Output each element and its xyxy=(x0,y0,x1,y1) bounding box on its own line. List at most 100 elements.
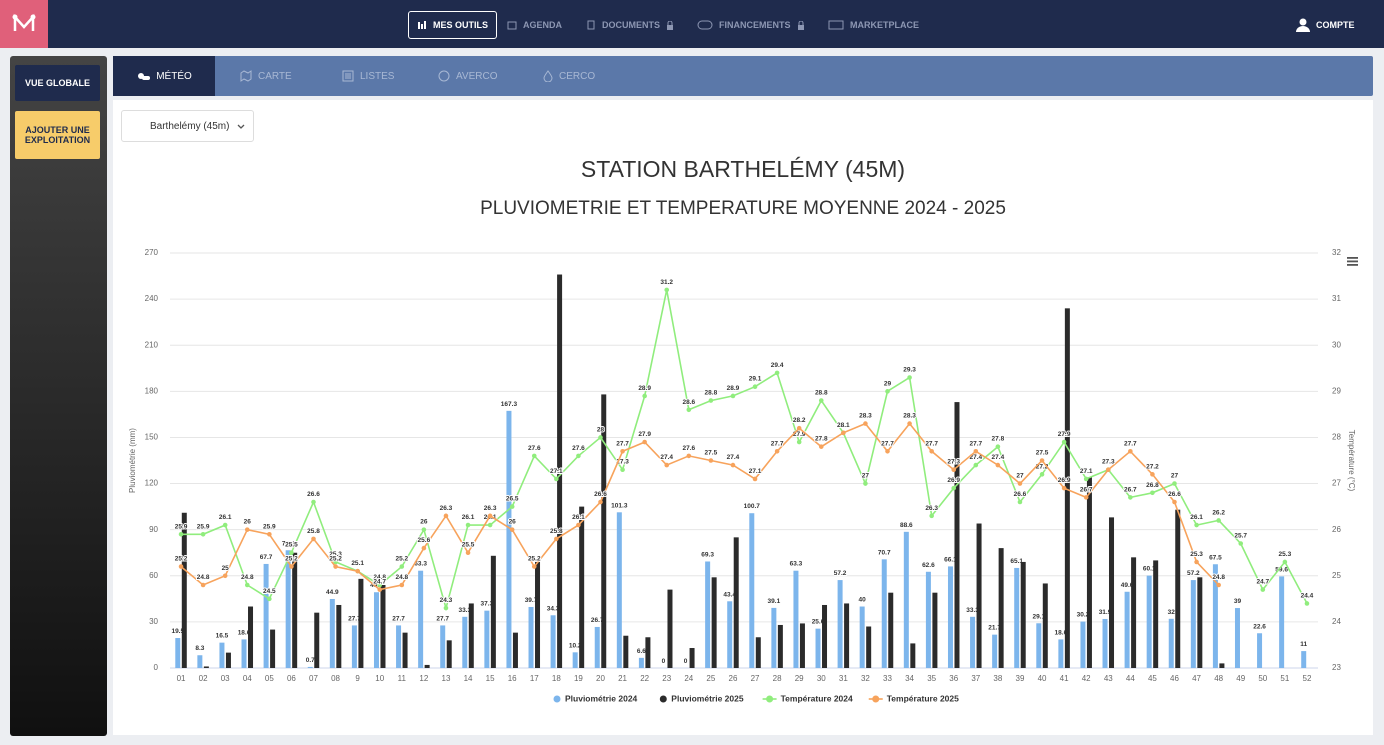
data-label: 30.2 xyxy=(1077,612,1090,619)
data-label: 27.7 xyxy=(771,440,784,447)
point xyxy=(885,448,890,454)
data-label: 88.6 xyxy=(900,522,913,529)
y2-tick-label: 24 xyxy=(1332,617,1341,626)
bar xyxy=(815,628,821,668)
data-label: 28.2 xyxy=(793,417,806,424)
data-label: 26.6 xyxy=(594,491,607,498)
bar xyxy=(1064,308,1070,668)
data-label: 69.3 xyxy=(701,551,714,558)
point xyxy=(973,462,979,468)
x-tick-label: 50 xyxy=(1258,674,1267,683)
data-label: 27.3 xyxy=(947,459,960,466)
nav-item[interactable]: MES OUTILS xyxy=(408,11,498,39)
point xyxy=(1216,582,1221,588)
data-label: 28.6 xyxy=(682,399,695,406)
x-tick-label: 30 xyxy=(817,674,826,683)
point xyxy=(841,430,846,436)
point xyxy=(620,448,625,454)
data-label: 31.9 xyxy=(1099,609,1112,616)
data-label: 63.3 xyxy=(414,561,427,568)
bar xyxy=(490,555,496,668)
data-label: 26.6 xyxy=(1168,491,1181,498)
x-tick-label: 19 xyxy=(574,674,583,683)
x-tick-label: 01 xyxy=(177,674,186,683)
bar xyxy=(771,607,777,668)
data-label: 49.3 xyxy=(370,582,383,589)
account[interactable]: COMPTE xyxy=(1296,12,1355,38)
legend-item[interactable]: Pluviométrie 2024 xyxy=(553,693,638,703)
data-label: 19.5 xyxy=(171,628,184,635)
data-label: 26 xyxy=(244,519,252,526)
logo[interactable] xyxy=(0,0,48,48)
point xyxy=(907,421,912,426)
legend-item[interactable]: Pluviométrie 2025 xyxy=(659,693,744,703)
bar xyxy=(528,606,534,668)
point xyxy=(509,504,515,509)
data-label: 25.2 xyxy=(285,556,298,563)
x-tick-label: 47 xyxy=(1192,674,1201,683)
x-tick-label: 22 xyxy=(640,674,649,683)
legend-item[interactable]: Température 2024 xyxy=(762,693,853,703)
data-label: 25.8 xyxy=(550,528,563,535)
data-label: 39.1 xyxy=(768,598,781,605)
tab[interactable]: AVERCO xyxy=(438,56,498,96)
nav-item[interactable]: AGENDA xyxy=(507,12,562,38)
point xyxy=(487,522,493,528)
point xyxy=(377,587,383,592)
bar xyxy=(484,610,490,668)
nav-item[interactable]: DOCUMENTS xyxy=(586,12,674,38)
bar xyxy=(1219,663,1225,668)
tab-label: CARTE xyxy=(258,70,292,82)
tab[interactable]: CERCO xyxy=(543,56,595,96)
point xyxy=(774,448,780,454)
legend-item[interactable]: Température 2025 xyxy=(868,693,959,703)
point xyxy=(1039,458,1045,463)
sidebar-button[interactable]: VUE GLOBALE xyxy=(15,65,100,101)
y-tick-label: 150 xyxy=(145,433,159,442)
bar xyxy=(881,559,887,668)
y-tick-label: 120 xyxy=(145,479,159,488)
point xyxy=(995,444,1001,449)
data-label: 18.6 xyxy=(238,629,251,636)
bar xyxy=(329,598,335,668)
bar xyxy=(1058,639,1064,668)
data-label: 27.7 xyxy=(616,440,629,447)
bar xyxy=(512,632,518,668)
y-tick-label: 90 xyxy=(149,525,158,534)
data-label: 26 xyxy=(509,519,517,526)
nav-item[interactable]: MARKETPLACE xyxy=(828,12,919,38)
bar xyxy=(859,606,865,668)
data-label: 29.1 xyxy=(1032,613,1045,620)
data-label: 32 xyxy=(1168,609,1176,616)
bar xyxy=(992,634,998,668)
data-label: 24.8 xyxy=(1212,574,1225,581)
point xyxy=(1017,499,1023,505)
tab[interactable]: CARTE xyxy=(240,56,292,96)
point xyxy=(178,564,184,569)
point xyxy=(465,550,471,556)
data-label: 26.5 xyxy=(506,496,519,503)
x-tick-label: 45 xyxy=(1148,674,1157,683)
station-select[interactable]: Barthelémy (45m) xyxy=(121,110,254,142)
tab[interactable]: MÉTÉO xyxy=(113,56,215,96)
legend-label: Pluviométrie 2025 xyxy=(671,693,744,703)
data-label: 10.2 xyxy=(569,642,582,649)
nav-item[interactable]: FINANCEMENTS xyxy=(697,12,805,38)
data-label: 101.3 xyxy=(611,502,628,509)
sidebar-button[interactable]: AJOUTER UNE EXPLOITATION xyxy=(15,111,100,159)
point xyxy=(752,384,758,390)
data-label: 27.4 xyxy=(969,454,982,461)
point xyxy=(531,564,537,569)
bar xyxy=(468,603,474,668)
bar xyxy=(424,664,430,668)
x-tick-label: 38 xyxy=(993,674,1002,683)
menu-button[interactable] xyxy=(1347,257,1358,266)
data-label: 27.1 xyxy=(1080,468,1093,475)
data-label: 29.4 xyxy=(771,362,784,369)
tab[interactable]: LISTES xyxy=(342,56,394,96)
bar xyxy=(667,589,673,668)
line xyxy=(180,422,1220,591)
bar xyxy=(755,637,761,668)
x-tick-label: 16 xyxy=(508,674,517,683)
data-label: 28.3 xyxy=(859,413,872,420)
